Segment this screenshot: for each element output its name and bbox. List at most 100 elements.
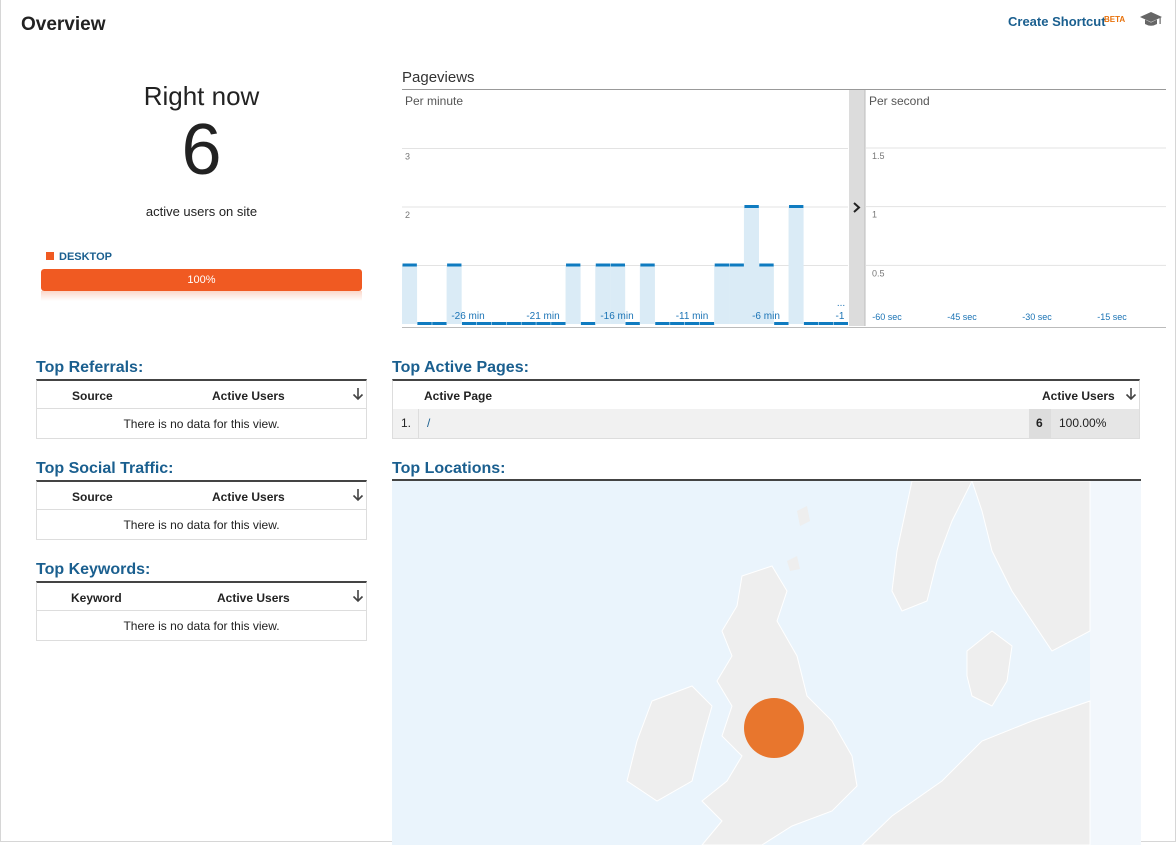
device-legend-label: DESKTOP: [59, 251, 112, 263]
per-minute-bar: [595, 265, 611, 324]
per-minute-bar-top: [699, 322, 715, 325]
top-social-table: Source Active Users There is no data for…: [36, 480, 367, 540]
per-second-y-tick: 1.5: [872, 151, 885, 161]
per-minute-bar-top: [655, 322, 670, 325]
device-bar: [41, 269, 362, 291]
per-minute-bar-top: [803, 322, 819, 325]
per-minute-bar-top: [461, 322, 477, 325]
per-second-y-tick: 0.5: [872, 268, 885, 278]
per-minute-bar-top: [818, 322, 834, 325]
land-denmark: [966, 630, 1013, 707]
per-minute-bar-top: [580, 322, 596, 325]
per-second-x-tick: -45 sec: [947, 312, 977, 322]
pageviews-chart-svg: 3 2 1 -26 min -21 min -16 min -11 min -6 min -1.…: [402, 90, 1166, 326]
per-minute-bar: [743, 207, 759, 324]
referrals-empty-message: There is no data for this view.: [123, 417, 280, 431]
per-second-x-tick: -30 sec: [1022, 312, 1052, 322]
desktop-swatch: [46, 252, 54, 260]
top-active-pages-title: Top Active Pages:: [392, 359, 529, 376]
per-minute-y-tick: 3: [405, 152, 410, 162]
social-source-header[interactable]: Source: [72, 490, 113, 504]
per-minute-bar-top: [714, 263, 730, 267]
per-minute-overflow-mark: ...: [837, 298, 845, 309]
active-page-header[interactable]: Active Page: [424, 389, 493, 403]
active-page-percent: 100.00%: [1059, 416, 1107, 430]
sort-down-icon[interactable]: [352, 387, 364, 401]
header-divider: [37, 610, 366, 611]
table-row: 1. / 6 100.00%: [393, 409, 1139, 438]
social-empty-message: There is no data for this view.: [123, 518, 280, 532]
active-page-users: 6: [1036, 416, 1043, 430]
per-minute-label: Per minute: [405, 94, 464, 108]
referrals-active-users-header[interactable]: Active Users: [212, 389, 285, 403]
per-minute-bar: [729, 265, 745, 324]
percent-bg: [1051, 409, 1139, 438]
active-page-link[interactable]: /: [427, 416, 431, 430]
per-minute-bar-top: [566, 263, 581, 267]
right-now-title: Right now: [143, 81, 260, 111]
per-minute-bar-top: [536, 322, 551, 325]
referrals-source-header[interactable]: Source: [72, 389, 113, 403]
beta-badge: BETA: [1104, 15, 1126, 24]
land-sweden: [971, 481, 1091, 652]
location-marker[interactable]: [744, 698, 804, 758]
per-minute-y-tick: 2: [405, 210, 410, 220]
per-minute-bar-top: [833, 322, 848, 325]
per-minute-bar-top: [610, 263, 625, 267]
per-second-y-tick: 1: [872, 210, 877, 220]
sort-down-icon[interactable]: [352, 589, 364, 603]
sort-down-icon[interactable]: [1125, 387, 1137, 401]
top-social-traffic-title: Top Social Traffic:: [36, 460, 174, 477]
header-divider: [37, 509, 366, 510]
per-minute-bar-top: [402, 263, 417, 267]
cell-divider: [418, 409, 419, 438]
device-bar-fill: [41, 269, 362, 291]
per-minute-bar-top: [640, 263, 655, 267]
per-minute-bar-top: [551, 322, 566, 325]
page-title: Overview: [21, 14, 106, 35]
keywords-active-users-header[interactable]: Active Users: [217, 591, 290, 605]
per-minute-x-tick: -1: [836, 311, 845, 322]
active-users-label: active users on site: [145, 204, 258, 219]
graduation-cap-icon[interactable]: [1140, 11, 1162, 29]
land-orkney: [787, 556, 800, 571]
per-minute-bar: [446, 265, 462, 324]
per-minute-x-tick: -11 min: [676, 311, 709, 322]
per-minute-bar-top: [684, 322, 700, 325]
per-second-x-tick: -60 sec: [872, 312, 902, 322]
device-bar-reflection: [41, 291, 362, 301]
per-minute-bar-top: [491, 322, 507, 325]
sort-down-icon[interactable]: [352, 488, 364, 502]
per-minute-x-tick: -6 min: [752, 311, 780, 322]
per-minute-bar: [788, 207, 804, 324]
per-minute-x-tick: -26 min: [451, 311, 484, 322]
per-minute-bar: [402, 265, 418, 324]
land-norway: [891, 481, 973, 612]
top-keywords-table: Keyword Active Users There is no data fo…: [36, 581, 367, 641]
active-pages-users-header[interactable]: Active Users: [1042, 389, 1115, 403]
per-minute-bar-top: [521, 322, 536, 325]
social-active-users-header[interactable]: Active Users: [212, 490, 285, 504]
device-bar-label: 100%: [187, 274, 216, 286]
top-active-pages-table: Active Page Active Users 1. / 6 100.00%: [392, 379, 1140, 439]
create-shortcut-link[interactable]: Create Shortcut: [1008, 14, 1106, 29]
per-minute-x-tick: -21 min: [526, 311, 559, 322]
per-second-label: Per second: [869, 94, 930, 108]
land-shetland: [797, 506, 810, 526]
top-referrals-title: Top Referrals:: [36, 359, 144, 376]
per-minute-x-tick: -16 min: [600, 311, 633, 322]
per-minute-bar: [565, 265, 581, 324]
keywords-keyword-header[interactable]: Keyword: [71, 591, 122, 605]
locations-map[interactable]: [392, 479, 1141, 845]
land-ireland: [626, 685, 713, 802]
keywords-empty-message: There is no data for this view.: [123, 619, 280, 633]
per-minute-bar: [714, 265, 730, 324]
map-svg: [392, 481, 1141, 845]
pageviews-title: Pageviews: [402, 69, 475, 86]
per-minute-bar-top: [625, 322, 640, 325]
device-legend[interactable]: DESKTOP: [46, 251, 112, 263]
per-minute-bar-top: [744, 205, 759, 208]
per-minute-bar: [610, 265, 626, 324]
per-minute-bar: [758, 265, 774, 324]
per-minute-bar-top: [789, 205, 804, 208]
